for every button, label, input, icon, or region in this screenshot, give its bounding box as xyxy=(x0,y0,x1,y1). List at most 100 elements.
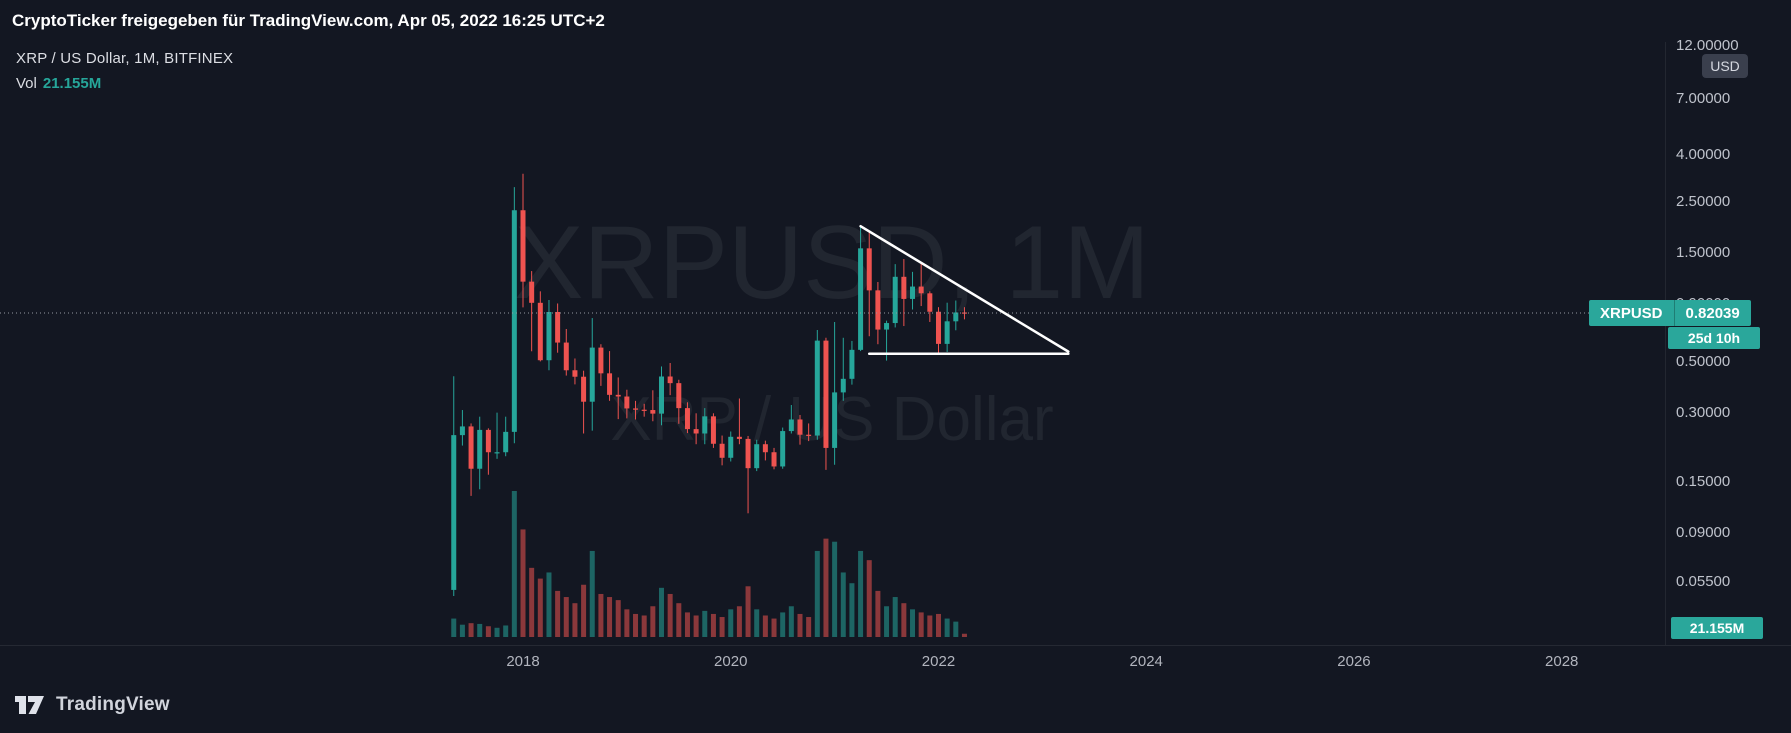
volume-bar xyxy=(910,609,916,637)
symbol-title[interactable]: XRP / US Dollar, 1M, BITFINEX xyxy=(16,50,234,67)
volume-bar xyxy=(702,610,708,637)
volume-bar xyxy=(563,597,569,637)
volume-bar xyxy=(814,550,820,637)
volume-bar xyxy=(667,593,673,637)
candle-body xyxy=(849,349,855,379)
volume-bar xyxy=(537,578,543,637)
volume-bar xyxy=(710,613,716,637)
volume-bar xyxy=(511,491,517,637)
price-tick-label: 4.00000 xyxy=(1676,146,1731,164)
time-tick-label[interactable]: 2020 xyxy=(714,653,748,670)
chart-legend: XRP / US Dollar, 1M, BITFINEX Vol 21.155M xyxy=(16,50,233,92)
price-tick-label: 0.50000 xyxy=(1676,353,1731,371)
volume-bar xyxy=(866,560,872,637)
volume-bar xyxy=(719,617,725,637)
volume-bar xyxy=(961,633,967,637)
volume-bar xyxy=(641,615,647,637)
footer-bar: TradingView xyxy=(0,676,1791,733)
time-tick-label[interactable]: 2024 xyxy=(1129,653,1163,670)
volume-bar xyxy=(858,550,864,637)
currency-unit-chip[interactable]: USD xyxy=(1702,54,1748,78)
price-tick-label: 0.05500 xyxy=(1676,573,1731,591)
volume-bar xyxy=(485,626,491,637)
price-tick-label: 2.50000 xyxy=(1676,192,1731,210)
volume-bar xyxy=(875,590,881,637)
candle-body xyxy=(944,321,950,344)
time-axis[interactable]: 2018 2020 2022 2024 2026 2028 xyxy=(0,645,1791,676)
volume-bar xyxy=(581,584,587,637)
volume-bar xyxy=(494,627,500,637)
price-label-divider xyxy=(1673,300,1675,327)
volume-bar xyxy=(572,603,578,637)
volume-bar xyxy=(832,541,838,637)
volume-bar xyxy=(780,612,786,637)
candle-body xyxy=(563,342,569,371)
volume-bar xyxy=(797,613,803,637)
volume-bar xyxy=(884,606,890,637)
volume-bar xyxy=(840,572,846,637)
time-tick-label[interactable]: 2028 xyxy=(1545,653,1579,670)
candle-body xyxy=(468,426,474,469)
price-label-badge: XRPUSD 0.82039 xyxy=(1589,300,1751,327)
volume-bar xyxy=(944,618,950,637)
volume-bar xyxy=(676,603,682,637)
symbol-watermark-line1: XRPUSD, 1M xyxy=(514,205,1150,321)
volume-bar xyxy=(953,621,959,637)
attribution-text: CryptoTicker freigegeben für TradingView… xyxy=(12,11,605,30)
tradingview-brand-text[interactable]: TradingView xyxy=(56,693,170,715)
tradingview-logo-icon[interactable] xyxy=(12,691,46,719)
volume-axis-badge: 21.155M xyxy=(1671,617,1763,639)
price-label-price: 0.82039 xyxy=(1685,304,1740,322)
volume-bar xyxy=(468,623,474,637)
candle-body xyxy=(494,452,500,454)
bar-countdown-badge: 25d 10h xyxy=(1668,327,1760,350)
price-tick-label: 0.30000 xyxy=(1676,404,1731,422)
price-tick-label: 1.50000 xyxy=(1676,243,1731,261)
price-tick-label: 7.00000 xyxy=(1676,90,1731,108)
volume-bar xyxy=(503,625,509,637)
symbol-watermark-line2: XRP / US Dollar xyxy=(610,385,1054,454)
candle-body xyxy=(485,429,491,453)
attribution-bar: CryptoTicker freigegeben für TradingView… xyxy=(0,0,1791,42)
volume-bar xyxy=(624,609,630,637)
candle-body xyxy=(589,347,595,402)
candle-body xyxy=(503,431,509,453)
volume-bar xyxy=(451,618,457,637)
volume-bar xyxy=(650,606,656,637)
volume-bar xyxy=(788,606,794,637)
price-tick-label: 12.00000 xyxy=(1676,36,1739,54)
volume-bar xyxy=(589,550,595,637)
volume-bar xyxy=(520,529,526,637)
volume-bar xyxy=(745,586,751,637)
time-tick-label[interactable]: 2026 xyxy=(1337,653,1371,670)
candle-body xyxy=(598,347,604,374)
time-tick-label[interactable]: 2018 xyxy=(506,653,540,670)
candle-body xyxy=(459,426,465,436)
volume-bar xyxy=(615,600,621,637)
volume-bar xyxy=(598,593,604,637)
volume-bar xyxy=(658,587,664,637)
volume-bar xyxy=(823,538,829,637)
candle-body xyxy=(884,323,890,330)
volume-bar xyxy=(892,597,898,637)
volume-value: 21.155M xyxy=(42,75,102,92)
volume-bar xyxy=(693,615,699,637)
candle-body xyxy=(572,370,578,377)
volume-bar xyxy=(754,609,760,637)
volume-bar xyxy=(607,597,613,637)
price-label-symbol: XRPUSD xyxy=(1600,304,1663,322)
time-tick-label[interactable]: 2022 xyxy=(921,653,956,670)
volume-bar xyxy=(927,615,933,637)
volume-bar xyxy=(806,617,812,637)
volume-bar xyxy=(684,612,690,637)
price-tick-label: 0.15000 xyxy=(1676,473,1731,491)
volume-bar xyxy=(736,606,742,637)
volume-bar xyxy=(728,609,734,637)
volume-bar xyxy=(529,567,535,637)
volume-legend-row[interactable]: Vol 21.155M xyxy=(16,75,233,92)
candle-body xyxy=(477,429,483,469)
volume-bar xyxy=(918,612,924,637)
price-tick-label: 0.09000 xyxy=(1676,524,1731,542)
